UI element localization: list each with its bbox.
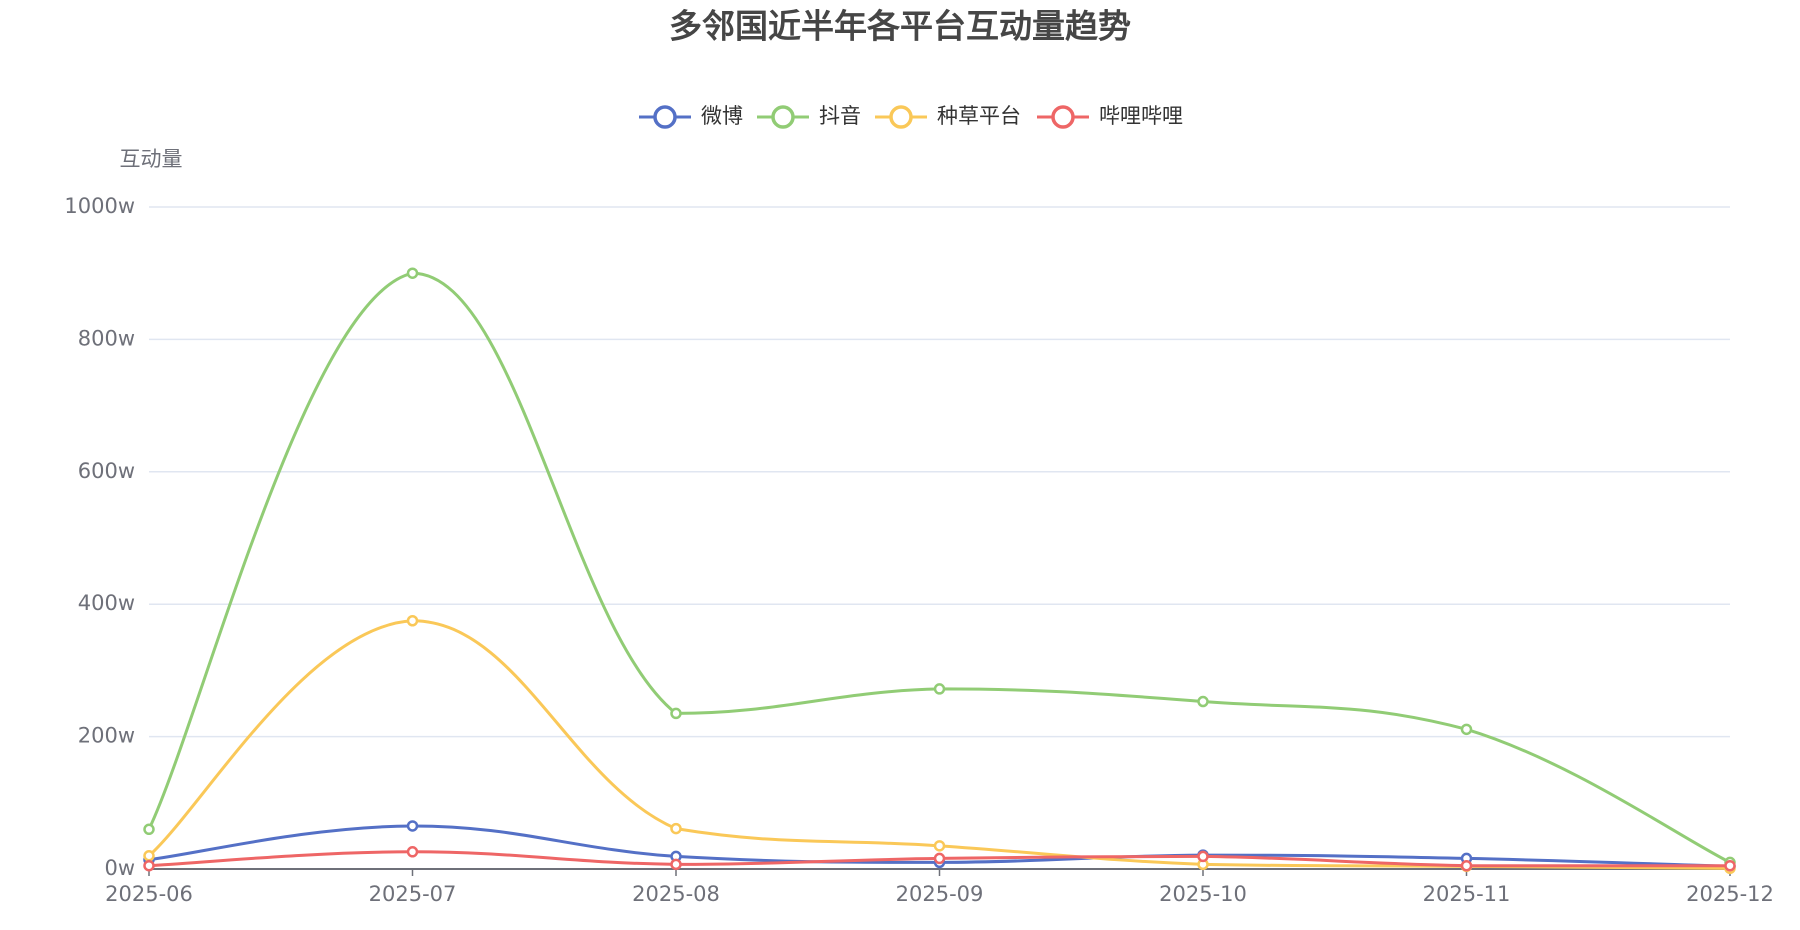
data-point [406, 267, 419, 279]
legend-marker [653, 105, 677, 129]
data-point [406, 846, 419, 858]
data-point [670, 707, 682, 720]
data-point [143, 823, 155, 836]
data-point [143, 859, 155, 872]
y-tick-label: 800w [78, 326, 135, 350]
legend-marker [889, 105, 913, 129]
x-tick-label: 2025-07 [369, 882, 457, 906]
data-point [933, 683, 946, 695]
legend-marker [771, 105, 795, 129]
data-point [1197, 850, 1209, 863]
y-tick-label: 1000w [64, 194, 135, 218]
data-point [670, 858, 682, 871]
data-point [933, 840, 946, 852]
series-line [147, 271, 1731, 864]
legend-label: 微博 [701, 104, 743, 128]
x-tick-label: 2025-09 [896, 882, 984, 906]
data-point [406, 820, 419, 832]
x-tick-label: 2025-12 [1686, 882, 1774, 906]
data-point [670, 822, 682, 835]
series-line [148, 619, 1731, 870]
legend-marker [1051, 105, 1075, 129]
chart-title: 多邻国近半年各平台互动量趋势 [669, 7, 1131, 46]
y-axis-label: 互动量 [120, 147, 183, 171]
x-tick-label: 2025-06 [105, 882, 193, 906]
legend-label: 哔哩哔哩 [1099, 104, 1183, 128]
x-tick-label: 2025-08 [632, 882, 720, 906]
data-point [143, 850, 155, 862]
data-point [1197, 695, 1209, 708]
data-point [933, 852, 946, 865]
data-point [1460, 859, 1473, 872]
x-tick-label: 2025-11 [1423, 882, 1511, 906]
y-tick-label: 200w [78, 724, 135, 748]
y-tick-label: 400w [78, 591, 135, 615]
legend-label: 抖音 [819, 104, 861, 128]
y-tick-label: 600w [78, 459, 135, 483]
x-tick-label: 2025-10 [1159, 882, 1247, 906]
data-point [1460, 723, 1473, 736]
data-point [1724, 859, 1736, 872]
data-point [406, 615, 419, 627]
y-tick-label: 0w [104, 856, 135, 880]
legend-label: 种草平台 [937, 104, 1021, 128]
